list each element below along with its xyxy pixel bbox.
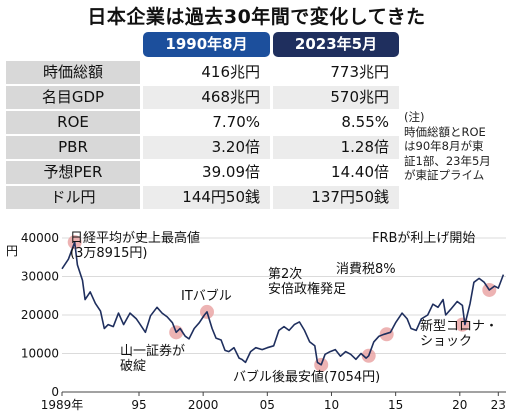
x-tick-label: 10 [324, 398, 339, 412]
table-row-usdjpy: ドル円 144円50銭 137円50銭 [6, 186, 399, 210]
value-2023: 1.28倍 [273, 136, 399, 159]
event-annotation-line: 破綻 [120, 359, 147, 374]
row-label: ROE [6, 111, 140, 134]
event-annotation: バブル後最安値(7054円) [233, 370, 380, 385]
y-tick-label: 0 [51, 385, 59, 399]
value-2023: 570兆円 [273, 86, 399, 109]
event-annotation: 第2次 安倍政権発足 [268, 267, 346, 297]
y-unit-label: 円 [6, 244, 18, 258]
value-2023: 773兆円 [330, 63, 389, 81]
x-tick-label: 1989年 [41, 398, 84, 412]
event-annotation-line: FRBが利上げ開始 [372, 231, 476, 246]
footnote-line: 時価総額とROE [404, 124, 486, 139]
value-2023: 137円50銭 [273, 186, 399, 209]
row-label: 名目GDP [6, 86, 140, 109]
row-label: ドル円 [6, 186, 140, 209]
column-header-2023: 2023年5月 [273, 32, 399, 57]
event-annotation-line: 消費税8% [336, 262, 396, 277]
x-tick-label: 2000 [188, 398, 219, 412]
comparison-table: 1990年8月 2023年5月 時価総額 416兆円 773兆円 名目GDP 4… [6, 32, 399, 210]
footnote: (注) 時価総額とROE は90年8月が東 証1部、23年5月 が東証プライム [404, 110, 512, 183]
event-annotation-line: ITバブル [181, 289, 232, 304]
event-annotation-line: 第2次 [268, 267, 303, 282]
nikkei-series-line [61, 241, 505, 366]
chart-title: 日本企業は過去30年間で変化してきた [87, 6, 426, 28]
event-annotation: ITバブル [181, 289, 232, 304]
y-tick-label: 30000 [21, 270, 59, 284]
event-annotation-line: (3万8915円) [70, 246, 148, 261]
event-annotation-line: 新型コロナ・ [420, 319, 499, 334]
y-tick-label: 20000 [21, 308, 59, 322]
x-tick-label: 23 [491, 398, 506, 412]
value-1990: 7.70% [212, 113, 260, 131]
value-2023: 14.40倍 [331, 163, 389, 181]
row-label: 予想PER [6, 161, 140, 184]
value-1990: 39.09倍 [202, 163, 260, 181]
event-annotation: 日経平均が史上最高値 (3万8915円) [70, 231, 200, 261]
event-annotation: FRBが利上げ開始 [372, 231, 475, 246]
y-tick-label: 10000 [21, 347, 59, 361]
value-1990: 416兆円 [201, 63, 260, 81]
x-tick-label: 20 [452, 398, 467, 412]
event-annotation: 山一証券が 破綻 [120, 344, 185, 374]
table-row-gdp: 名目GDP 468兆円 570兆円 [6, 86, 399, 110]
row-label: PBR [6, 136, 140, 159]
value-2023: 8.55% [341, 113, 389, 131]
table-row-pbr: PBR 3.20倍 1.28倍 [6, 136, 399, 160]
table-row-per: 予想PER 39.09倍 14.40倍 [6, 161, 399, 185]
event-annotation: 新型コロナ・ ショック [420, 319, 498, 349]
event-annotation-line: 日経平均が史上最高値 [70, 231, 201, 246]
x-tick-label: 15 [388, 398, 403, 412]
x-tick-label: 95 [131, 398, 146, 412]
event-annotation: 消費税8% [336, 262, 396, 277]
table-row-market-cap: 時価総額 416兆円 773兆円 [6, 61, 399, 85]
event-annotation-line: 山一証券が [120, 344, 186, 359]
footnote-line: 証1部、23年5月 [404, 153, 491, 168]
footnote-line: が東証プライム [404, 168, 485, 182]
x-tick-label: 05 [260, 398, 275, 412]
y-tick-label: 40000 [21, 231, 59, 245]
event-annotation-line: 安倍政権発足 [268, 282, 347, 297]
value-1990: 468兆円 [143, 86, 270, 109]
footnote-line: は90年8月が東 [404, 139, 484, 153]
value-1990: 144円50銭 [143, 186, 270, 209]
table-row-roe: ROE 7.70% 8.55% [6, 111, 399, 135]
footnote-line: (注) [404, 110, 425, 124]
event-annotation-line: バブル後最安値(7054円) [233, 370, 381, 385]
event-annotation-line: ショック [420, 334, 473, 349]
value-1990: 3.20倍 [143, 136, 270, 159]
row-label: 時価総額 [6, 61, 140, 84]
column-header-1990: 1990年8月 [143, 32, 270, 57]
